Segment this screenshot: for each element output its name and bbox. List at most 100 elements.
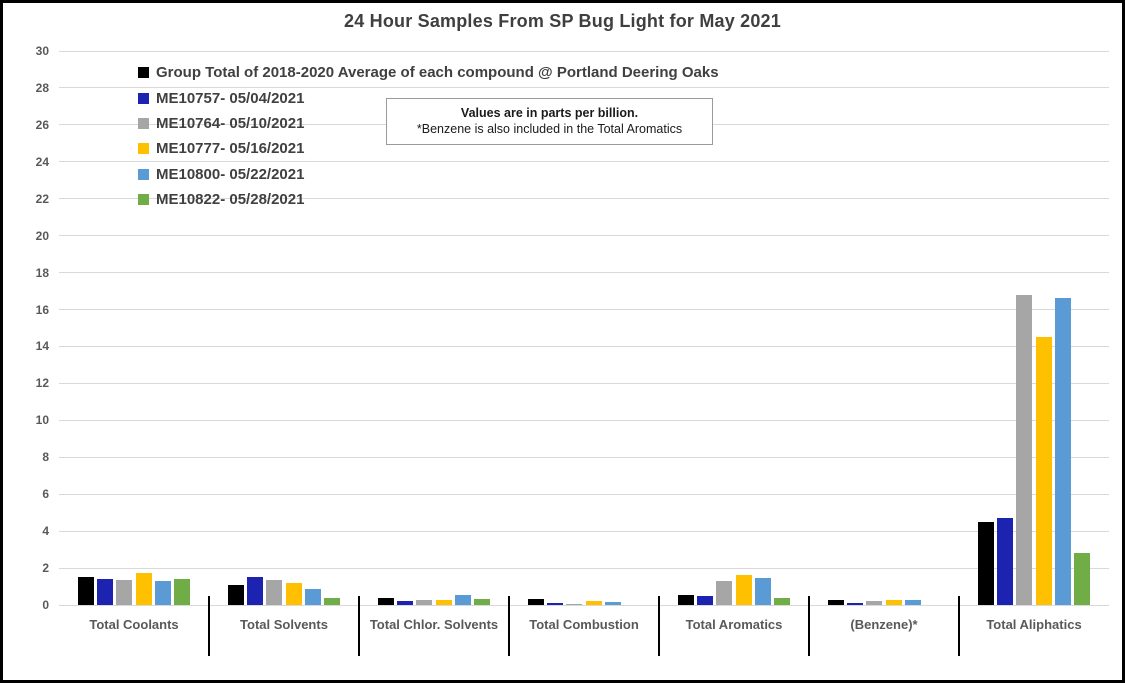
bar-me10764 xyxy=(866,601,883,605)
plot-area: 0 2 4 6 8 10 12 14 16 18 20 22 24 26 28 30 Total Coolant… xyxy=(3,3,1122,680)
legend-swatch-icon xyxy=(138,143,149,155)
gridline-y-4 xyxy=(59,530,1109,532)
y-axis-tick-label: 6 xyxy=(42,487,49,502)
bar-me10800 xyxy=(304,589,321,605)
legend-label: ME10822- 05/28/2021 xyxy=(156,191,305,209)
bar-me10777 xyxy=(1035,337,1052,605)
bar-me10800 xyxy=(904,600,921,605)
bar-me10757 xyxy=(847,603,864,605)
y-axis-tick-label: 28 xyxy=(35,80,49,95)
y-axis-tick-label: 22 xyxy=(35,191,49,206)
category-divider xyxy=(958,596,960,656)
x-axis-category-label: Total Combustion xyxy=(529,617,639,632)
y-axis-tick-label: 14 xyxy=(35,339,49,354)
legend-item-0: Group Total of 2018-2020 Average of each… xyxy=(138,60,719,85)
bar-me10764 xyxy=(716,580,733,605)
bar-me10757 xyxy=(97,579,114,605)
bar-me10764 xyxy=(566,604,583,605)
bar-group-total xyxy=(378,597,394,605)
gridline-y-10 xyxy=(59,419,1109,421)
legend-item-2: ME10764- 05/10/2021 xyxy=(138,111,719,136)
bar-me10764 xyxy=(116,580,133,605)
legend-swatch-icon xyxy=(138,194,149,206)
x-axis-category-label: (Benzene)* xyxy=(850,617,918,632)
bar-me10757 xyxy=(697,595,714,605)
bar-me10800 xyxy=(604,602,621,605)
bar-group-total xyxy=(78,577,94,605)
legend: Group Total of 2018-2020 Average of each… xyxy=(138,60,719,212)
note-box: Values are in parts per billion. *Benzen… xyxy=(386,98,713,145)
x-axis-category-label: Total Aromatics xyxy=(685,617,783,632)
legend-swatch-icon xyxy=(138,117,149,129)
bar-me10757 xyxy=(997,518,1014,605)
bar-me10777 xyxy=(885,600,902,605)
bar-me10777 xyxy=(285,582,302,605)
bar-me10822 xyxy=(324,597,340,605)
gridline-y-6 xyxy=(59,493,1109,495)
bar-me10777 xyxy=(585,601,602,605)
bar-group-total xyxy=(678,594,694,605)
category-divider xyxy=(508,596,510,656)
gridline-y-8 xyxy=(59,456,1109,458)
legend-swatch-icon xyxy=(138,92,149,104)
y-axis-tick-label: 12 xyxy=(35,376,49,391)
note-line-1: Values are in parts per billion. xyxy=(460,106,639,120)
bar-me10800 xyxy=(1054,298,1071,605)
bar-me10777 xyxy=(135,572,152,605)
gridline-y-14 xyxy=(59,345,1109,347)
y-axis-tick-label: 18 xyxy=(35,265,49,280)
bar-me10764 xyxy=(1016,294,1033,605)
gridline-y-2 xyxy=(59,567,1109,569)
legend-swatch-icon xyxy=(138,168,149,180)
category-divider xyxy=(358,596,360,656)
bar-me10757 xyxy=(547,603,564,605)
legend-label: ME10764- 05/10/2021 xyxy=(156,114,305,132)
gridline-y-30 xyxy=(59,50,1109,52)
x-axis-category-label: Total Chlor. Solvents xyxy=(369,617,499,632)
y-axis-tick-label: 24 xyxy=(35,154,49,169)
gridline-y-24 xyxy=(59,161,1109,163)
gridline-y-28 xyxy=(59,87,1109,89)
gridline-y-18 xyxy=(59,272,1109,274)
bar-me10777 xyxy=(735,574,752,605)
category-divider xyxy=(658,596,660,656)
y-axis-tick-label: 16 xyxy=(35,302,49,317)
note-line-2: *Benzene is also included in the Total A… xyxy=(416,122,683,136)
bar-group-total xyxy=(228,584,244,605)
y-axis-tick-label: 4 xyxy=(42,524,49,539)
y-axis-tick-label: 8 xyxy=(42,450,49,465)
gridline-y-12 xyxy=(59,382,1109,384)
category-divider xyxy=(808,596,810,656)
bar-me10757 xyxy=(247,577,264,605)
legend-swatch-icon xyxy=(138,67,149,79)
y-axis-tick-label: 26 xyxy=(35,117,49,132)
bar-me10764 xyxy=(266,580,283,605)
legend-item-1: ME10757- 05/04/2021 xyxy=(138,85,719,110)
bar-me10764 xyxy=(416,600,433,605)
bar-me10757 xyxy=(397,601,414,605)
gridline-y-20 xyxy=(59,235,1109,237)
x-axis-category-label: Total Aliphatics xyxy=(986,617,1082,632)
legend-label: ME10757- 05/04/2021 xyxy=(156,89,305,107)
bar-me10822 xyxy=(1074,553,1090,605)
bar-group-total xyxy=(528,599,544,605)
x-axis-category-label: Total Solvents xyxy=(240,617,328,632)
y-axis-tick-label: 10 xyxy=(35,413,49,428)
bar-me10822 xyxy=(174,579,190,605)
gridline-y-0 xyxy=(59,604,1109,606)
bar-group-total xyxy=(828,600,844,605)
x-axis-category-label: Total Coolants xyxy=(89,617,179,632)
legend-item-3: ME10777- 05/16/2021 xyxy=(138,136,719,161)
bar-group-total xyxy=(978,521,994,605)
y-axis-tick-label: 0 xyxy=(42,598,49,612)
bar-me10800 xyxy=(454,594,471,605)
legend-item-5: ME10822- 05/28/2021 xyxy=(138,187,719,212)
legend-label: ME10800- 05/22/2021 xyxy=(156,165,305,183)
y-axis-tick-label: 2 xyxy=(42,561,49,576)
chart-title: 24 Hour Samples From SP Bug Light for Ma… xyxy=(344,11,781,31)
legend-item-4: ME10800- 05/22/2021 xyxy=(138,162,719,187)
bar-me10822 xyxy=(774,597,790,605)
gridline-y-16 xyxy=(59,309,1109,311)
category-divider xyxy=(208,596,210,656)
